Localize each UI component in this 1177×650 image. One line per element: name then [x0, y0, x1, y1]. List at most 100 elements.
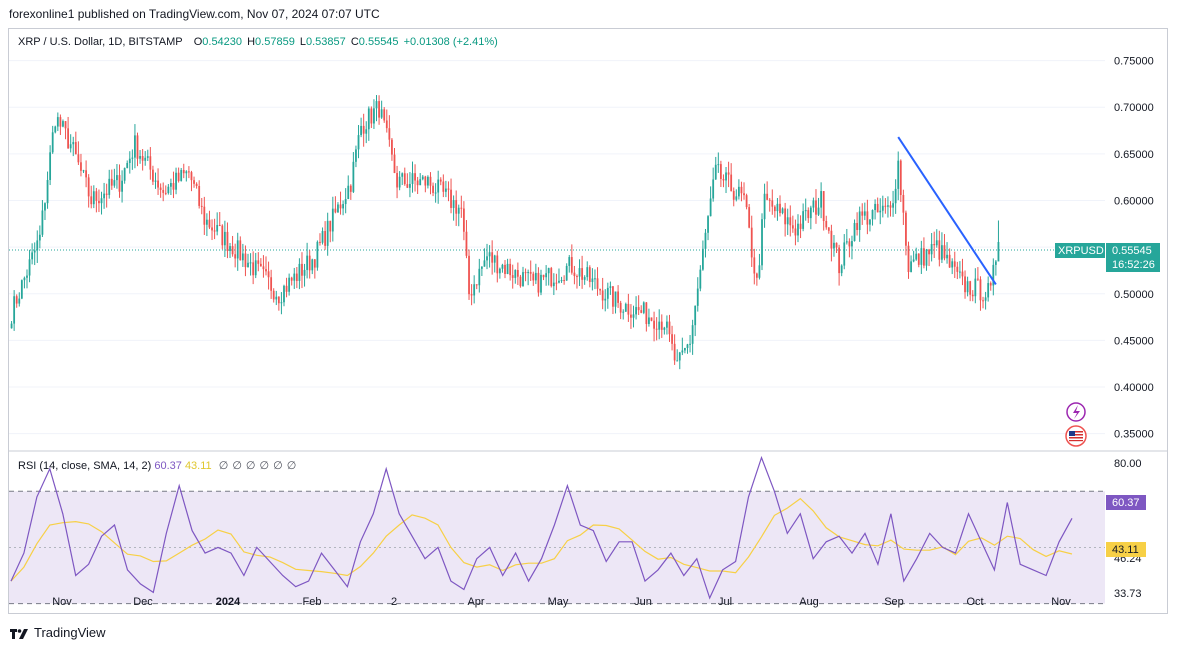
- candle-body[interactable]: [13, 296, 16, 324]
- candle-body[interactable]: [527, 272, 530, 274]
- candle-body[interactable]: [401, 173, 404, 177]
- candle-body[interactable]: [31, 252, 34, 260]
- candle-body[interactable]: [684, 347, 686, 351]
- candle-body[interactable]: [365, 129, 368, 134]
- candle-body[interactable]: [347, 185, 350, 200]
- candle-body[interactable]: [455, 200, 458, 214]
- candle-body[interactable]: [866, 211, 869, 225]
- candle-body[interactable]: [223, 231, 226, 246]
- candle-body[interactable]: [650, 317, 653, 321]
- candle-body[interactable]: [655, 328, 658, 330]
- candle-body[interactable]: [928, 249, 930, 255]
- candle-body[interactable]: [773, 206, 776, 212]
- candle-body[interactable]: [663, 327, 666, 330]
- candle-body[interactable]: [722, 178, 725, 181]
- candle-body[interactable]: [614, 291, 617, 307]
- candle-body[interactable]: [961, 271, 964, 277]
- candle-body[interactable]: [717, 164, 720, 166]
- candle-body[interactable]: [424, 176, 427, 186]
- candle-body[interactable]: [298, 263, 301, 281]
- candle-body[interactable]: [105, 193, 108, 195]
- candle-body[interactable]: [259, 263, 262, 267]
- candle-body[interactable]: [709, 198, 712, 217]
- candle-body[interactable]: [976, 278, 979, 280]
- candle-body[interactable]: [686, 344, 689, 348]
- candle-body[interactable]: [876, 203, 879, 213]
- candle-body[interactable]: [342, 204, 344, 209]
- candle-body[interactable]: [15, 296, 18, 304]
- candle-body[interactable]: [288, 277, 291, 292]
- candle-body[interactable]: [586, 267, 589, 278]
- candle-body[interactable]: [540, 274, 542, 293]
- candle-body[interactable]: [899, 160, 902, 195]
- candle-body[interactable]: [421, 176, 424, 180]
- candle-body[interactable]: [807, 210, 810, 219]
- candle-body[interactable]: [761, 219, 763, 266]
- candle-body[interactable]: [825, 220, 828, 228]
- trendline[interactable]: [897, 136, 997, 285]
- candle-body[interactable]: [861, 211, 864, 216]
- candle-body[interactable]: [827, 227, 830, 231]
- candle-body[interactable]: [635, 307, 637, 315]
- candle-body[interactable]: [41, 210, 44, 235]
- candle-body[interactable]: [704, 232, 707, 249]
- candle-body[interactable]: [349, 185, 352, 192]
- candle-body[interactable]: [907, 245, 910, 272]
- candle-body[interactable]: [516, 269, 519, 277]
- candle-body[interactable]: [262, 266, 265, 270]
- candle-body[interactable]: [208, 219, 211, 228]
- candle-body[interactable]: [247, 262, 249, 268]
- candle-body[interactable]: [951, 261, 954, 268]
- candle-body[interactable]: [609, 286, 612, 288]
- candle-body[interactable]: [90, 196, 93, 205]
- candle-body[interactable]: [445, 188, 447, 192]
- candle-body[interactable]: [85, 170, 87, 178]
- candle-body[interactable]: [439, 179, 442, 182]
- candle-body[interactable]: [362, 125, 365, 134]
- candle-body[interactable]: [681, 350, 684, 353]
- candle-body[interactable]: [74, 142, 77, 155]
- candle-body[interactable]: [768, 199, 771, 201]
- candle-body[interactable]: [172, 183, 175, 190]
- candle-body[interactable]: [576, 276, 578, 278]
- candle-body[interactable]: [270, 277, 273, 291]
- candle-body[interactable]: [894, 188, 897, 204]
- candle-body[interactable]: [334, 208, 337, 213]
- candle-body[interactable]: [373, 108, 375, 124]
- candle-body[interactable]: [339, 204, 342, 209]
- candle-body[interactable]: [511, 275, 514, 278]
- candle-body[interactable]: [139, 156, 141, 159]
- candle-body[interactable]: [442, 181, 445, 192]
- candle-body[interactable]: [856, 222, 858, 230]
- candle-body[interactable]: [411, 173, 414, 184]
- candle-body[interactable]: [802, 211, 805, 229]
- candle-body[interactable]: [20, 280, 23, 299]
- candle-body[interactable]: [537, 272, 540, 293]
- candle-body[interactable]: [851, 241, 853, 247]
- candle-body[interactable]: [308, 255, 311, 271]
- candle-body[interactable]: [522, 272, 524, 287]
- candle-body[interactable]: [491, 252, 494, 263]
- candle-body[interactable]: [18, 298, 21, 304]
- candle-body[interactable]: [833, 242, 835, 249]
- candle-body[interactable]: [887, 205, 889, 207]
- candle-body[interactable]: [391, 139, 393, 155]
- alert-flash-icon[interactable]: [1066, 402, 1086, 422]
- candle-body[interactable]: [835, 242, 838, 248]
- candle-body[interactable]: [779, 203, 781, 214]
- candle-body[interactable]: [98, 200, 100, 204]
- candle-body[interactable]: [170, 183, 172, 187]
- candle-body[interactable]: [311, 259, 314, 271]
- candle-body[interactable]: [154, 180, 157, 182]
- candle-body[interactable]: [902, 194, 905, 213]
- candle-body[interactable]: [753, 257, 756, 274]
- candle-body[interactable]: [845, 241, 848, 243]
- candle-body[interactable]: [506, 263, 509, 274]
- candle-body[interactable]: [648, 317, 650, 325]
- candle-body[interactable]: [776, 203, 779, 212]
- candle-body[interactable]: [146, 156, 149, 158]
- candle-body[interactable]: [159, 187, 162, 190]
- candle-body[interactable]: [283, 285, 285, 303]
- candle-body[interactable]: [568, 257, 571, 266]
- candle-body[interactable]: [910, 261, 912, 272]
